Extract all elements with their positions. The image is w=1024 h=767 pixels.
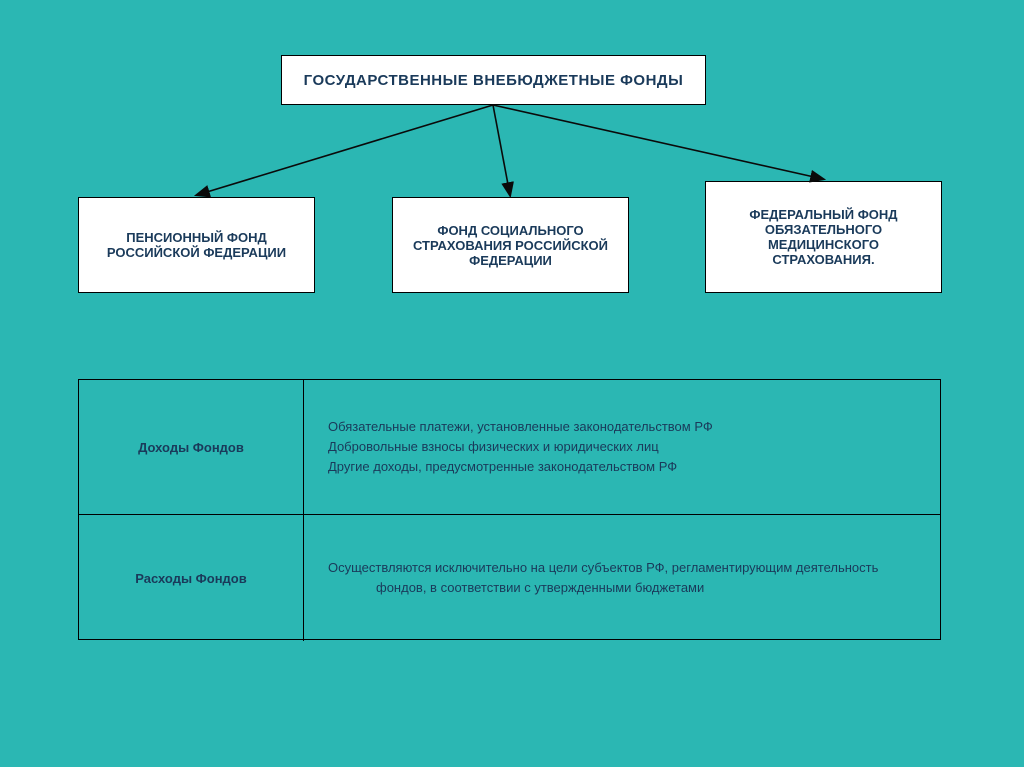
child-node-1: ПЕНСИОННЫЙ ФОНД РОССИЙСКОЙ ФЕДЕРАЦИИ <box>78 197 315 293</box>
table-row-header-text: Доходы Фондов <box>138 440 244 455</box>
child-node-2: ФОНД СОЦИАЛЬНОГО СТРАХОВАНИЯ РОССИЙСКОЙ … <box>392 197 629 293</box>
table-row-header: Доходы Фондов <box>79 380 304 514</box>
table-row: Расходы Фондов Осуществляются исключител… <box>79 515 940 641</box>
funds-table: Доходы Фондов Обязательные платежи, уста… <box>78 379 941 640</box>
child-node-2-label: ФОНД СОЦИАЛЬНОГО СТРАХОВАНИЯ РОССИЙСКОЙ … <box>403 223 618 268</box>
table-row-body: Обязательные платежи, установленные зако… <box>304 380 940 514</box>
table-row-header: Расходы Фондов <box>79 515 304 641</box>
root-node: ГОСУДАРСТВЕННЫЕ ВНЕБЮДЖЕТНЫЕ ФОНДЫ <box>281 55 706 105</box>
table-row-line: фондов, в соответствии с утвержденными б… <box>328 578 920 598</box>
table-row-body: Осуществляются исключительно на цели суб… <box>304 515 940 641</box>
table-row-line: Осуществляются исключительно на цели суб… <box>328 558 920 578</box>
table-row-line: Добровольные взносы физических и юридиче… <box>328 437 920 457</box>
child-node-1-label: ПЕНСИОННЫЙ ФОНД РОССИЙСКОЙ ФЕДЕРАЦИИ <box>89 230 304 260</box>
table-row: Доходы Фондов Обязательные платежи, уста… <box>79 380 940 515</box>
table-row-header-text: Расходы Фондов <box>135 571 247 586</box>
table-row-line: Обязательные платежи, установленные зако… <box>328 417 920 437</box>
table-row-line: Другие доходы, предусмотренные законодат… <box>328 457 920 477</box>
child-node-3-label: ФЕДЕРАЛЬНЫЙ ФОНД ОБЯЗАТЕЛЬНОГО МЕДИЦИНСК… <box>716 207 931 267</box>
child-node-3: ФЕДЕРАЛЬНЫЙ ФОНД ОБЯЗАТЕЛЬНОГО МЕДИЦИНСК… <box>705 181 942 293</box>
root-node-label: ГОСУДАРСТВЕННЫЕ ВНЕБЮДЖЕТНЫЕ ФОНДЫ <box>304 72 684 89</box>
